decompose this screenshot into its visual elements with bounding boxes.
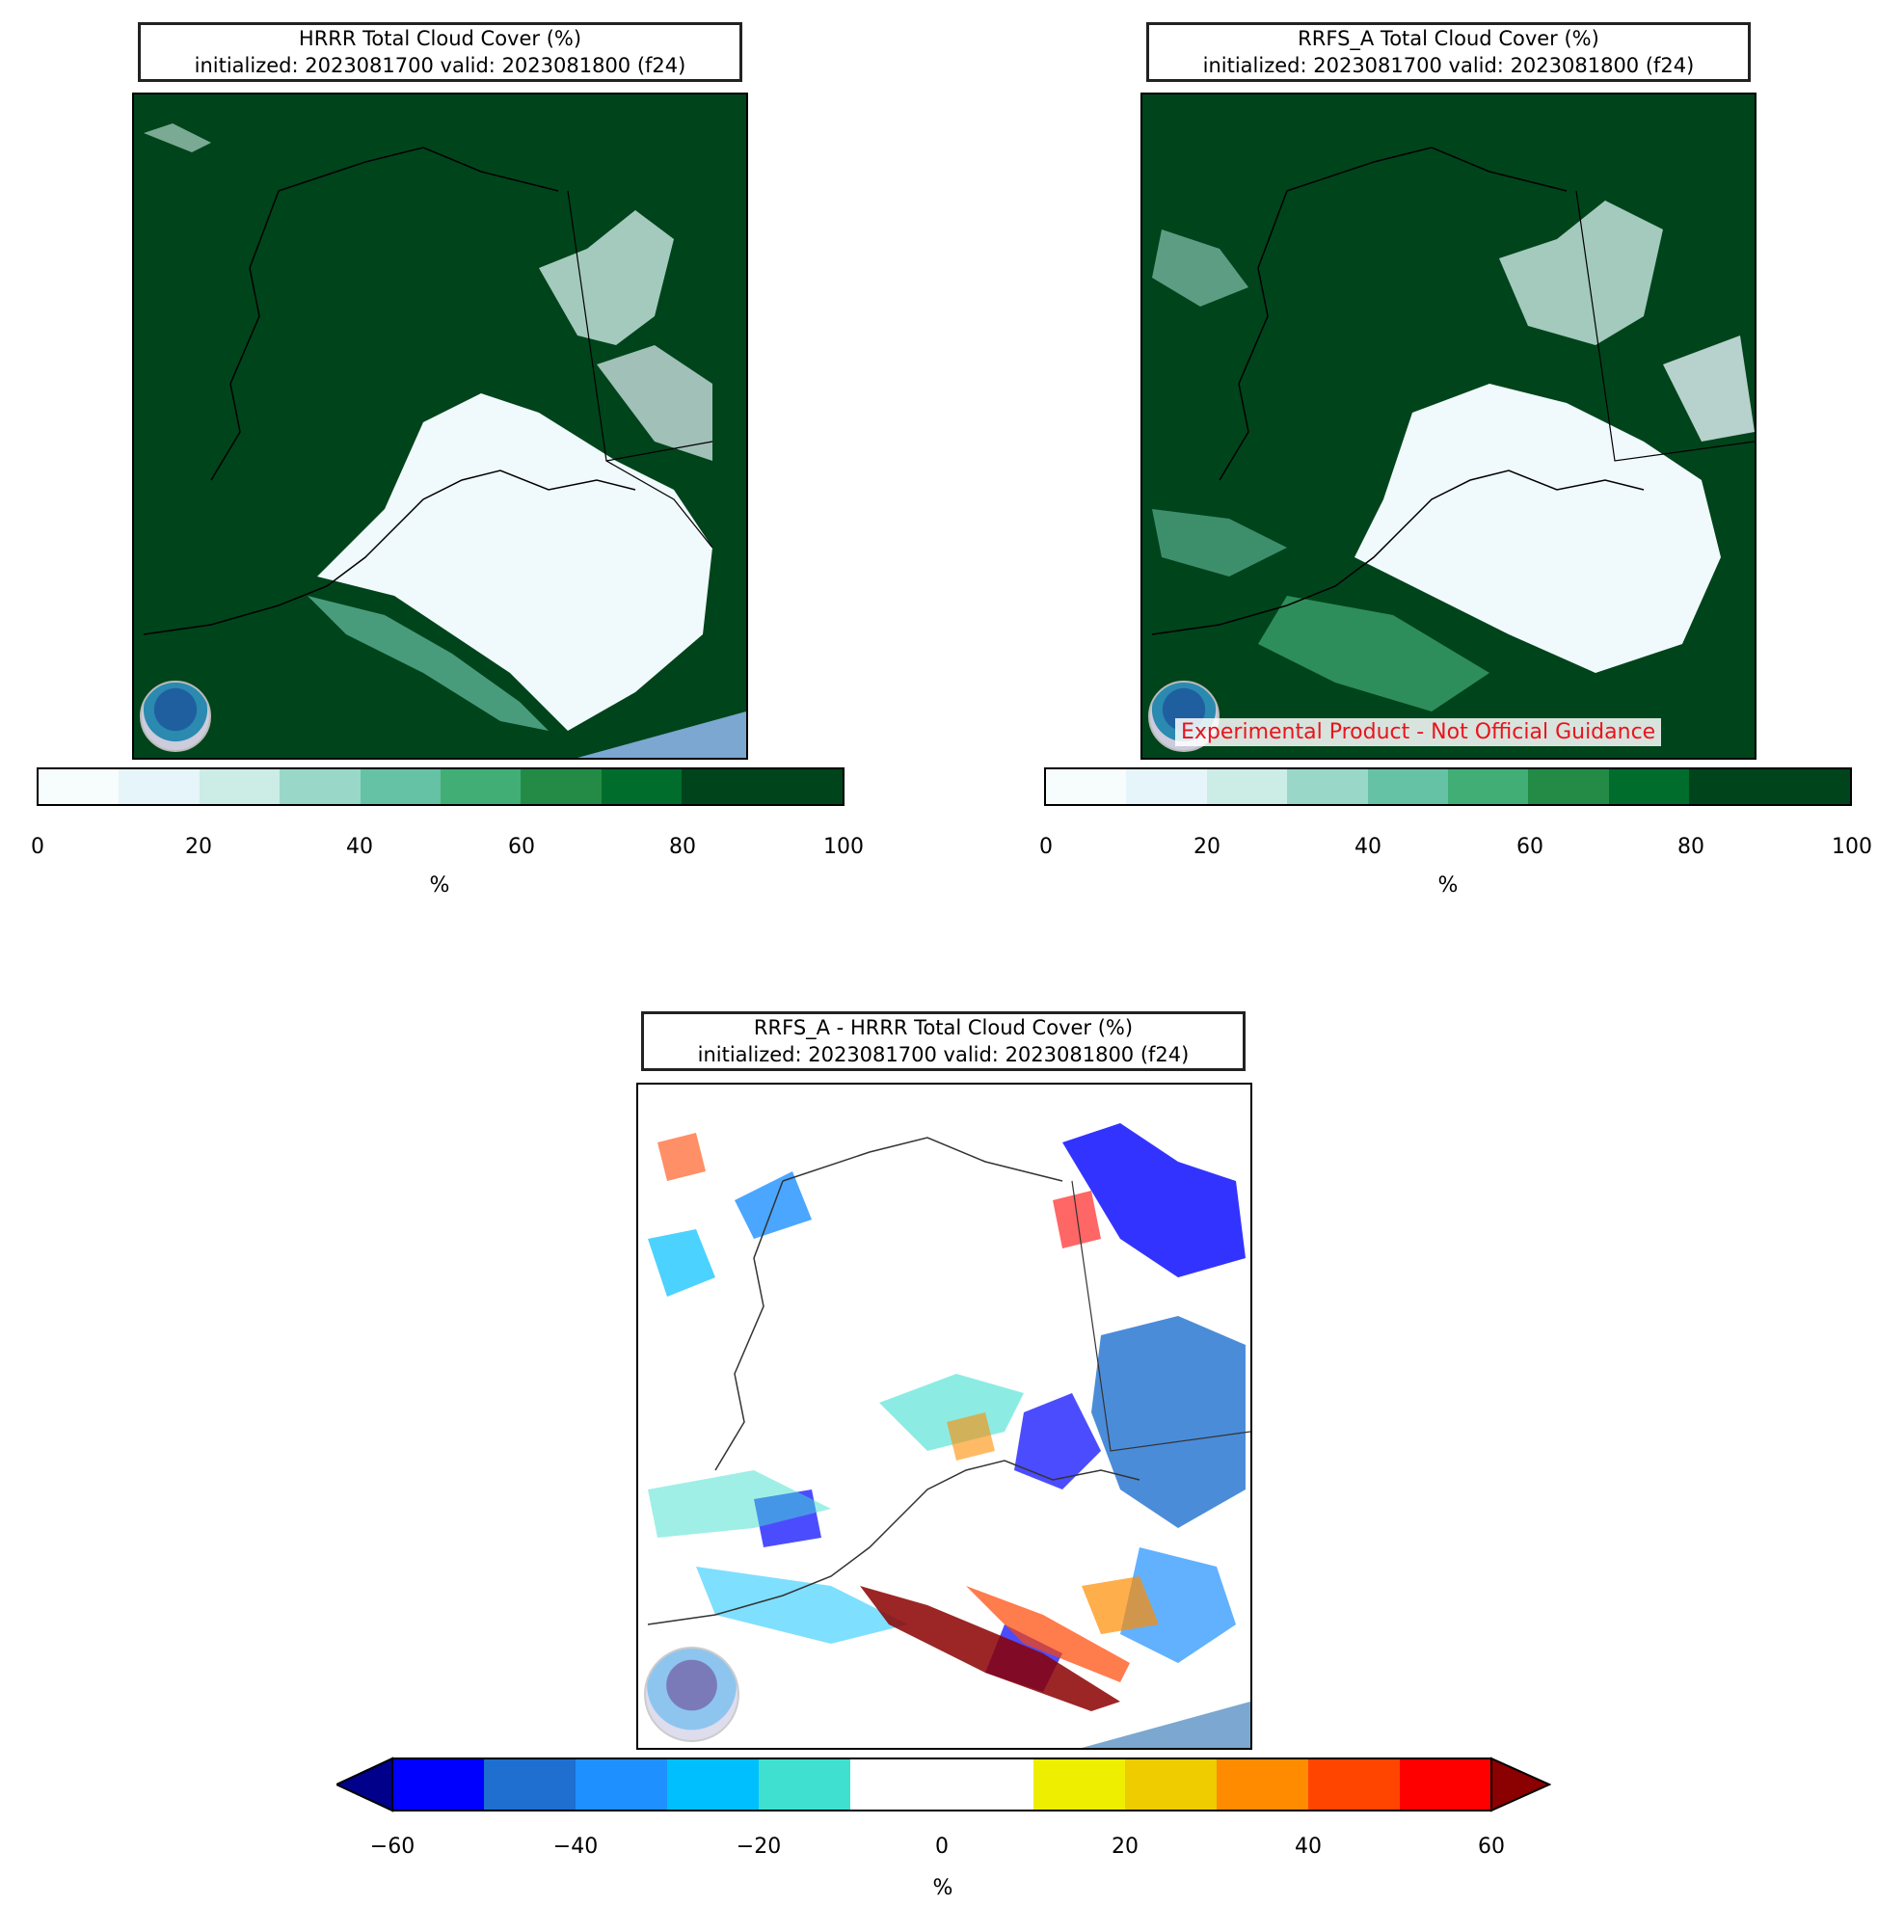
hrrr-colorbar-tick: 60 xyxy=(508,835,535,859)
hrrr-colorbar-tick: 0 xyxy=(31,835,44,859)
noaa-logo-icon xyxy=(644,1647,739,1742)
rrfs-colorbar-tick: 100 xyxy=(1832,835,1872,859)
rrfs-title-line1: RRFS_A Total Cloud Cover (%) xyxy=(1298,27,1599,50)
rrfs-title: RRFS_A Total Cloud Cover (%) initialized… xyxy=(1146,22,1751,82)
diff-title-line1: RRFS_A - HRRR Total Cloud Cover (%) xyxy=(753,1016,1134,1039)
rrfs-colorbar-unit: % xyxy=(1437,873,1459,898)
rrfs-colorbar-tick: 40 xyxy=(1354,835,1381,859)
diff-colorbar-tick: 60 xyxy=(1478,1835,1505,1859)
hrrr-colorbar-tick: 100 xyxy=(823,835,864,859)
rrfs-title-line2: initialized: 2023081700 valid: 202308180… xyxy=(1202,54,1695,77)
hrrr-colorbar-unit: % xyxy=(429,873,450,898)
hrrr-cloud-map xyxy=(132,93,748,760)
noaa-logo-icon xyxy=(140,681,211,752)
diff-colorbar-tick: 20 xyxy=(1112,1835,1139,1859)
diff-title-line2: initialized: 2023081700 valid: 202308180… xyxy=(697,1043,1190,1066)
diff-colorbar-unit: % xyxy=(932,1876,953,1900)
rrfs-cloud-map: Experimental Product - Not Official Guid… xyxy=(1140,93,1757,760)
diff-title: RRFS_A - HRRR Total Cloud Cover (%) init… xyxy=(641,1011,1246,1071)
diff-colorbar-tick: −20 xyxy=(736,1835,782,1859)
hrrr-title-line1: HRRR Total Cloud Cover (%) xyxy=(298,27,582,50)
hrrr-title-line2: initialized: 2023081700 valid: 202308180… xyxy=(194,54,686,77)
diff-colorbar-tick: 0 xyxy=(935,1835,949,1859)
diff-colorbar-tick: −60 xyxy=(369,1835,416,1859)
hrrr-colorbar xyxy=(37,767,845,806)
rrfs-colorbar-tick: 20 xyxy=(1193,835,1220,859)
hrrr-colorbar-tick: 40 xyxy=(346,835,373,859)
rrfs-colorbar xyxy=(1044,767,1852,806)
diff-colorbar-tick: 40 xyxy=(1295,1835,1322,1859)
diff-colorbar-tick: −40 xyxy=(552,1835,599,1859)
hrrr-colorbar-tick: 20 xyxy=(185,835,212,859)
hrrr-title: HRRR Total Cloud Cover (%) initialized: … xyxy=(138,22,742,82)
diff-colorbar xyxy=(334,1757,1552,1812)
hrrr-colorbar-tick: 80 xyxy=(669,835,696,859)
rrfs-colorbar-tick: 60 xyxy=(1516,835,1543,859)
rrfs-colorbar-tick: 80 xyxy=(1677,835,1704,859)
rrfs-colorbar-tick: 0 xyxy=(1039,835,1053,859)
experimental-watermark: Experimental Product - Not Official Guid… xyxy=(1175,718,1662,746)
diff-cloud-map xyxy=(636,1083,1252,1750)
